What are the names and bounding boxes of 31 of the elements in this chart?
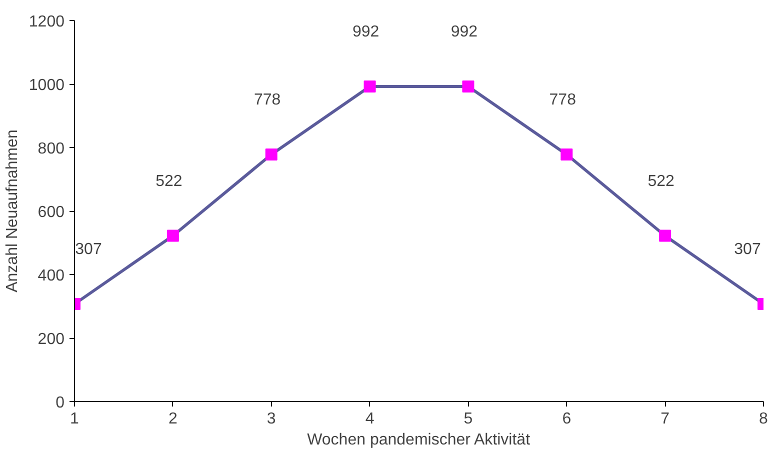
point xyxy=(659,230,672,242)
y-axis-title: Anzahl Neuaufnahmen xyxy=(4,130,21,292)
y-tick-label: 0 xyxy=(56,394,65,412)
data-label: 522 xyxy=(156,172,182,190)
x-tick-label: 7 xyxy=(660,410,670,428)
x-tick-label: 2 xyxy=(168,410,178,428)
point xyxy=(560,148,573,160)
y-tick-label: 1200 xyxy=(28,14,65,30)
point xyxy=(364,80,376,93)
x-tick-label: 5 xyxy=(464,410,473,428)
point xyxy=(166,230,179,242)
y-tick-label: 200 xyxy=(38,331,65,348)
data-label: 307 xyxy=(75,241,102,258)
y-tick-label: 800 xyxy=(38,140,65,158)
data-label: 992 xyxy=(450,24,478,41)
x-tick-label: 8 xyxy=(759,410,768,428)
data-label: 992 xyxy=(352,24,380,41)
y-tick-label: 600 xyxy=(38,204,65,221)
y-tick-label: 1000 xyxy=(28,77,65,94)
point xyxy=(462,80,474,93)
x-tick-label: 6 xyxy=(562,410,572,428)
data-label: 778 xyxy=(549,91,576,108)
x-axis-title: Wochen pandemischer Aktivität xyxy=(307,432,531,448)
data-label: 522 xyxy=(648,172,675,190)
x-tick-label: 1 xyxy=(70,410,80,428)
point xyxy=(265,148,278,160)
x-tick-label: 3 xyxy=(266,410,276,428)
x-tick-label: 4 xyxy=(365,410,374,428)
data-label: 778 xyxy=(254,91,281,108)
data-label: 307 xyxy=(734,241,761,258)
y-tick-label: 400 xyxy=(38,268,65,284)
